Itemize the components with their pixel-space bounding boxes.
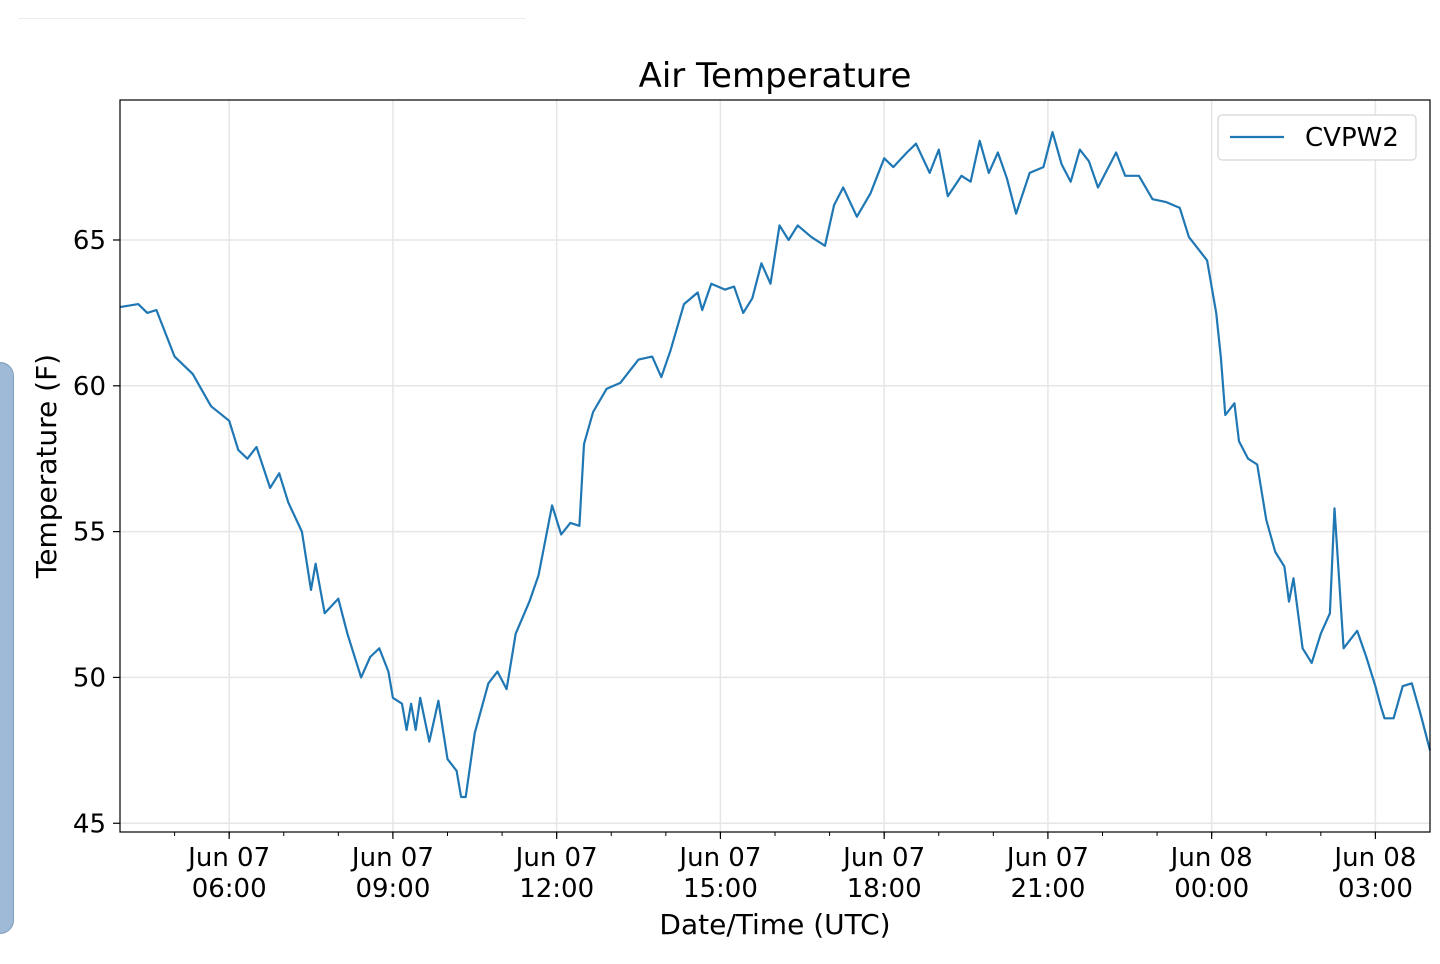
x-tick-label-date: Jun 07 <box>350 843 434 873</box>
series-line-cvpw2 <box>119 131 1432 799</box>
x-tick-label-time: 21:00 <box>1010 874 1085 904</box>
y-tick-label: 60 <box>73 372 106 402</box>
x-tick-label-date: Jun 07 <box>1005 843 1089 873</box>
legend-label: CVPW2 <box>1305 123 1399 153</box>
x-tick-label-time: 09:00 <box>355 874 430 904</box>
top-divider <box>18 18 526 19</box>
series-layer <box>119 131 1432 799</box>
legend: CVPW2 <box>1217 114 1417 161</box>
y-tick-label: 65 <box>73 226 106 256</box>
y-axis-label: Temperature (F) <box>30 354 63 579</box>
y-tick-label: 45 <box>73 809 106 839</box>
grid-lines <box>120 100 1430 832</box>
x-tick-label-date: Jun 08 <box>1169 843 1253 873</box>
x-tick-label-date: Jun 07 <box>677 843 761 873</box>
plot-frame <box>119 99 1431 833</box>
legend-box <box>1217 114 1417 161</box>
x-tick-label-time: 00:00 <box>1174 874 1249 904</box>
x-tick-label-date: Jun 07 <box>186 843 270 873</box>
chart-title: Air Temperature <box>639 56 912 96</box>
y-tick-label: 50 <box>73 663 106 693</box>
x-tick-label-date: Jun 07 <box>514 843 598 873</box>
x-tick-label-time: 18:00 <box>847 874 922 904</box>
x-tick-label-time: 06:00 <box>192 874 267 904</box>
y-tick-label: 55 <box>73 518 106 548</box>
x-tick-label-time: 15:00 <box>683 874 758 904</box>
x-tick-label-date: Jun 08 <box>1332 843 1416 873</box>
x-tick-label-date: Jun 07 <box>841 843 925 873</box>
x-axis-label: Date/Time (UTC) <box>659 908 890 941</box>
x-tick-label-time: 12:00 <box>519 874 594 904</box>
x-tick-label-time: 03:00 <box>1338 874 1413 904</box>
